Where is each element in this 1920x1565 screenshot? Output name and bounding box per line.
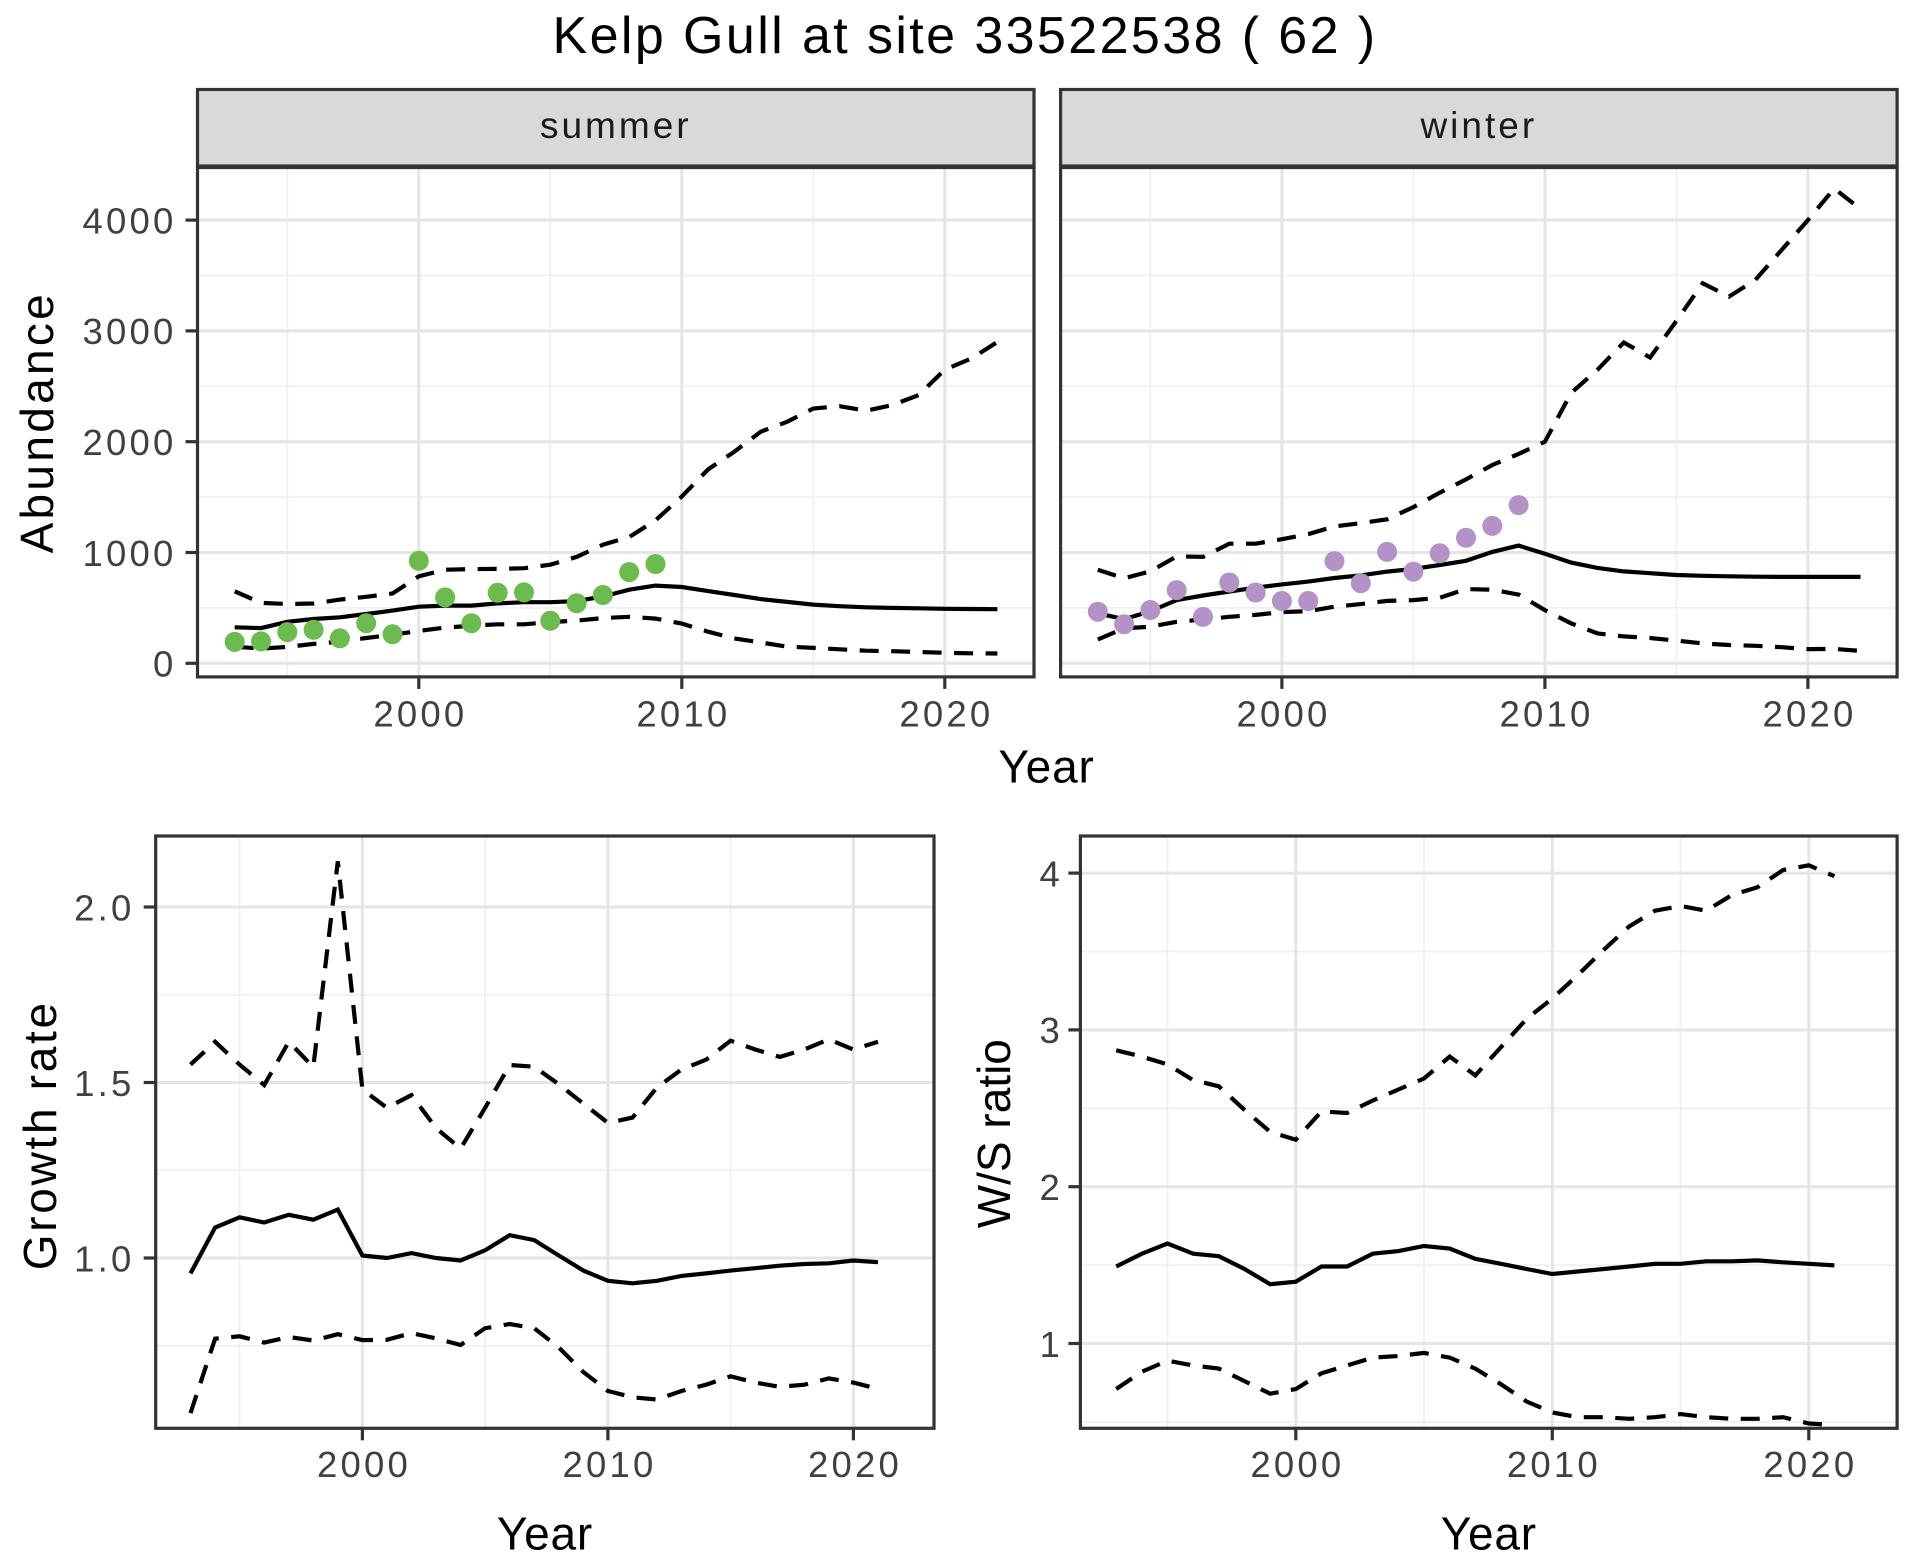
svg-text:1000: 1000 [83, 533, 177, 574]
svg-text:2000: 2000 [1237, 694, 1331, 735]
svg-text:2020: 2020 [808, 1444, 902, 1485]
svg-text:2020: 2020 [1763, 694, 1857, 735]
svg-text:Abundance: Abundance [11, 291, 63, 553]
svg-text:2020: 2020 [1763, 1444, 1857, 1485]
svg-text:1: 1 [1040, 1324, 1064, 1365]
svg-text:Year: Year [1441, 1508, 1537, 1560]
svg-text:2010: 2010 [1500, 694, 1594, 735]
svg-text:2000: 2000 [1250, 1444, 1344, 1485]
svg-text:winter: winter [1419, 105, 1537, 146]
svg-text:Kelp Gull at site 33522538 ( 6: Kelp Gull at site 33522538 ( 62 ) [553, 7, 1378, 65]
svg-text:2000: 2000 [317, 1444, 411, 1485]
svg-text:W/S ratio: W/S ratio [968, 1039, 1020, 1228]
svg-text:2010: 2010 [636, 694, 730, 735]
svg-text:0: 0 [153, 644, 177, 685]
svg-text:4: 4 [1040, 853, 1064, 894]
svg-text:Year: Year [497, 1508, 593, 1560]
svg-text:2010: 2010 [1507, 1444, 1601, 1485]
svg-text:4000: 4000 [83, 200, 177, 241]
svg-text:2000: 2000 [83, 422, 177, 463]
svg-text:2010: 2010 [563, 1444, 657, 1485]
svg-text:1.0: 1.0 [74, 1238, 134, 1279]
svg-text:2020: 2020 [899, 694, 993, 735]
svg-text:2.0: 2.0 [74, 887, 134, 928]
svg-text:2: 2 [1040, 1167, 1064, 1208]
svg-text:2000: 2000 [373, 694, 467, 735]
svg-text:summer: summer [540, 105, 692, 146]
svg-text:3000: 3000 [83, 311, 177, 352]
svg-text:3: 3 [1040, 1010, 1064, 1051]
svg-text:Year: Year [998, 740, 1094, 792]
svg-text:Growth rate: Growth rate [14, 1000, 66, 1270]
svg-text:1.5: 1.5 [74, 1063, 134, 1104]
